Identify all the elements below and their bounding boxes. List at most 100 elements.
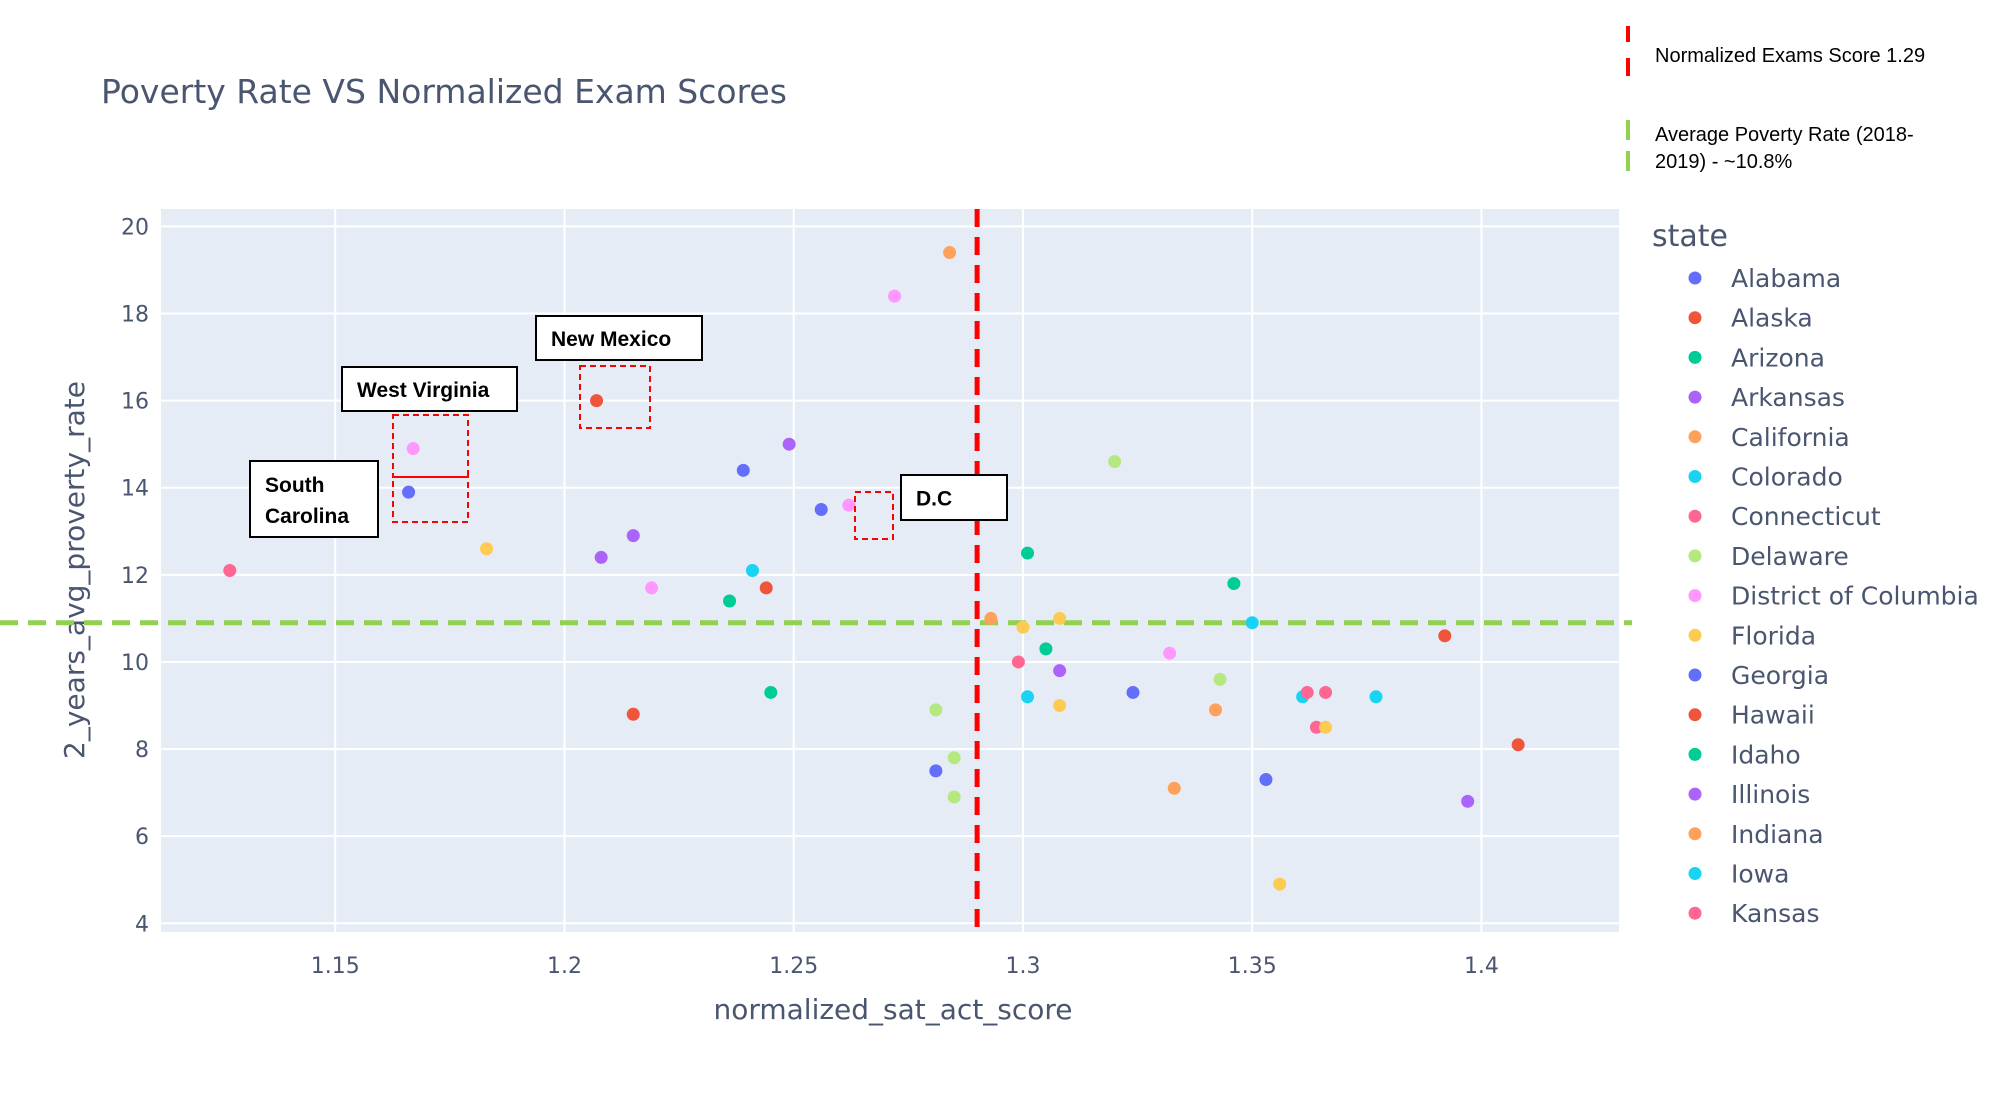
legend-marker <box>1688 390 1702 404</box>
horizontal-ref-label-line1: Average Poverty Rate (2018- <box>1655 124 1914 146</box>
vertical-ref-label: Normalized Exams Score 1.29 <box>1655 45 1925 67</box>
annotation-label-box <box>341 366 518 412</box>
legend-marker <box>1688 470 1702 483</box>
x-tick-label: 1.15 <box>311 954 360 979</box>
data-point <box>1163 646 1177 660</box>
legend-item-label: Illinois <box>1731 780 1810 809</box>
data-point <box>1369 690 1383 704</box>
data-point <box>745 564 759 577</box>
y-tick-label: 14 <box>121 477 149 502</box>
legend-item-label: Idaho <box>1731 740 1801 769</box>
legend-marker <box>1688 311 1702 325</box>
annotation-label-box <box>535 315 703 361</box>
data-point <box>626 529 640 543</box>
annotation-label: New Mexico <box>551 328 671 351</box>
annotation-highlight-box <box>392 414 469 478</box>
data-point <box>842 498 856 512</box>
plot-area <box>161 209 1619 932</box>
legend-marker <box>1688 549 1702 563</box>
data-point <box>929 703 943 717</box>
x-tick-labels: 1.15 1.2 1.25 1.3 1.35 1.4 <box>311 954 1499 979</box>
data-point <box>947 790 961 804</box>
data-point <box>402 485 416 499</box>
data-point <box>814 503 828 517</box>
legend-marker <box>1688 747 1702 761</box>
data-point <box>929 764 943 778</box>
legend-marker <box>1688 628 1702 642</box>
legend-item-label: Delaware <box>1731 542 1849 571</box>
annotations: New Mexico West Virginia South Carolina D.C <box>249 315 1008 540</box>
y-tick-label: 10 <box>121 651 149 676</box>
legend-marker <box>1688 827 1702 841</box>
data-point <box>1209 703 1223 717</box>
y-tick-label: 16 <box>121 390 149 415</box>
legend-item-label: Arkansas <box>1731 383 1845 412</box>
data-points <box>223 246 1525 891</box>
data-point <box>594 550 608 564</box>
horizontal-ref-label-line2: 2019) - ~10.8% <box>1655 151 1793 173</box>
legend-item-label: District of Columbia <box>1731 582 1979 611</box>
annotation-highlight-box <box>854 491 894 540</box>
data-point <box>764 685 778 699</box>
legend-marker <box>1688 271 1702 285</box>
data-point <box>1227 577 1241 591</box>
data-point <box>943 246 957 260</box>
data-point <box>645 581 659 595</box>
data-point <box>1319 685 1333 699</box>
data-point <box>1319 720 1333 734</box>
x-tick-label: 1.2 <box>547 954 582 979</box>
legend-marker <box>1688 589 1702 603</box>
legend: state Alabama Alaska Arizona Arkansas Califo… <box>1652 219 1979 928</box>
annotation-label-line2: Carolina <box>265 505 349 528</box>
legend-marker <box>1688 906 1702 920</box>
data-point <box>590 394 604 408</box>
data-point <box>1213 672 1227 686</box>
legend-item-label: Indiana <box>1731 820 1824 849</box>
x-tick-label: 1.25 <box>769 954 818 979</box>
data-point <box>1011 655 1025 669</box>
legend-item-label: Colorado <box>1731 463 1843 492</box>
data-point <box>480 542 494 556</box>
annotation-label-box <box>249 460 379 538</box>
y-tick-labels: 4 6 8 10 12 14 16 18 20 <box>121 215 149 937</box>
data-point <box>223 564 237 577</box>
y-tick-label: 8 <box>135 738 149 763</box>
data-point <box>406 442 420 456</box>
chart-title: Poverty Rate VS Normalized Exam Scores <box>101 72 787 111</box>
annotation-label: South <box>265 474 324 497</box>
data-point <box>1021 690 1035 704</box>
data-point <box>759 581 773 595</box>
data-point <box>1273 877 1287 891</box>
legend-item-label: Alabama <box>1731 264 1841 293</box>
data-point <box>782 437 796 451</box>
legend-marker <box>1688 867 1702 880</box>
legend-item-label: Iowa <box>1731 860 1789 889</box>
x-axis-title: normalized_sat_act_score <box>713 993 1072 1026</box>
data-point <box>1039 642 1053 656</box>
legend-item-label: Georgia <box>1731 661 1829 690</box>
data-point <box>1021 546 1035 560</box>
data-point <box>626 707 640 721</box>
data-point <box>1259 773 1273 787</box>
data-point <box>1245 616 1259 630</box>
data-point <box>1461 794 1475 808</box>
legend-marker <box>1688 668 1702 682</box>
data-point <box>1053 699 1067 713</box>
annotation-label-box <box>900 474 1008 521</box>
data-point <box>1167 781 1181 795</box>
y-tick-label: 20 <box>121 215 149 240</box>
legend-item-label: Arizona <box>1731 343 1825 372</box>
legend-item-label: Hawaii <box>1731 701 1815 730</box>
annotation-label: West Virginia <box>357 379 490 402</box>
data-point <box>1309 720 1323 734</box>
x-tick-label: 1.3 <box>1005 954 1040 979</box>
legend-marker <box>1688 708 1702 722</box>
data-point <box>723 594 737 608</box>
data-point <box>1016 620 1030 634</box>
data-point <box>1300 685 1314 699</box>
y-tick-label: 4 <box>135 912 149 937</box>
x-tick-label: 1.4 <box>1464 954 1499 979</box>
legend-marker <box>1688 430 1702 444</box>
y-tick-label: 6 <box>135 825 149 850</box>
